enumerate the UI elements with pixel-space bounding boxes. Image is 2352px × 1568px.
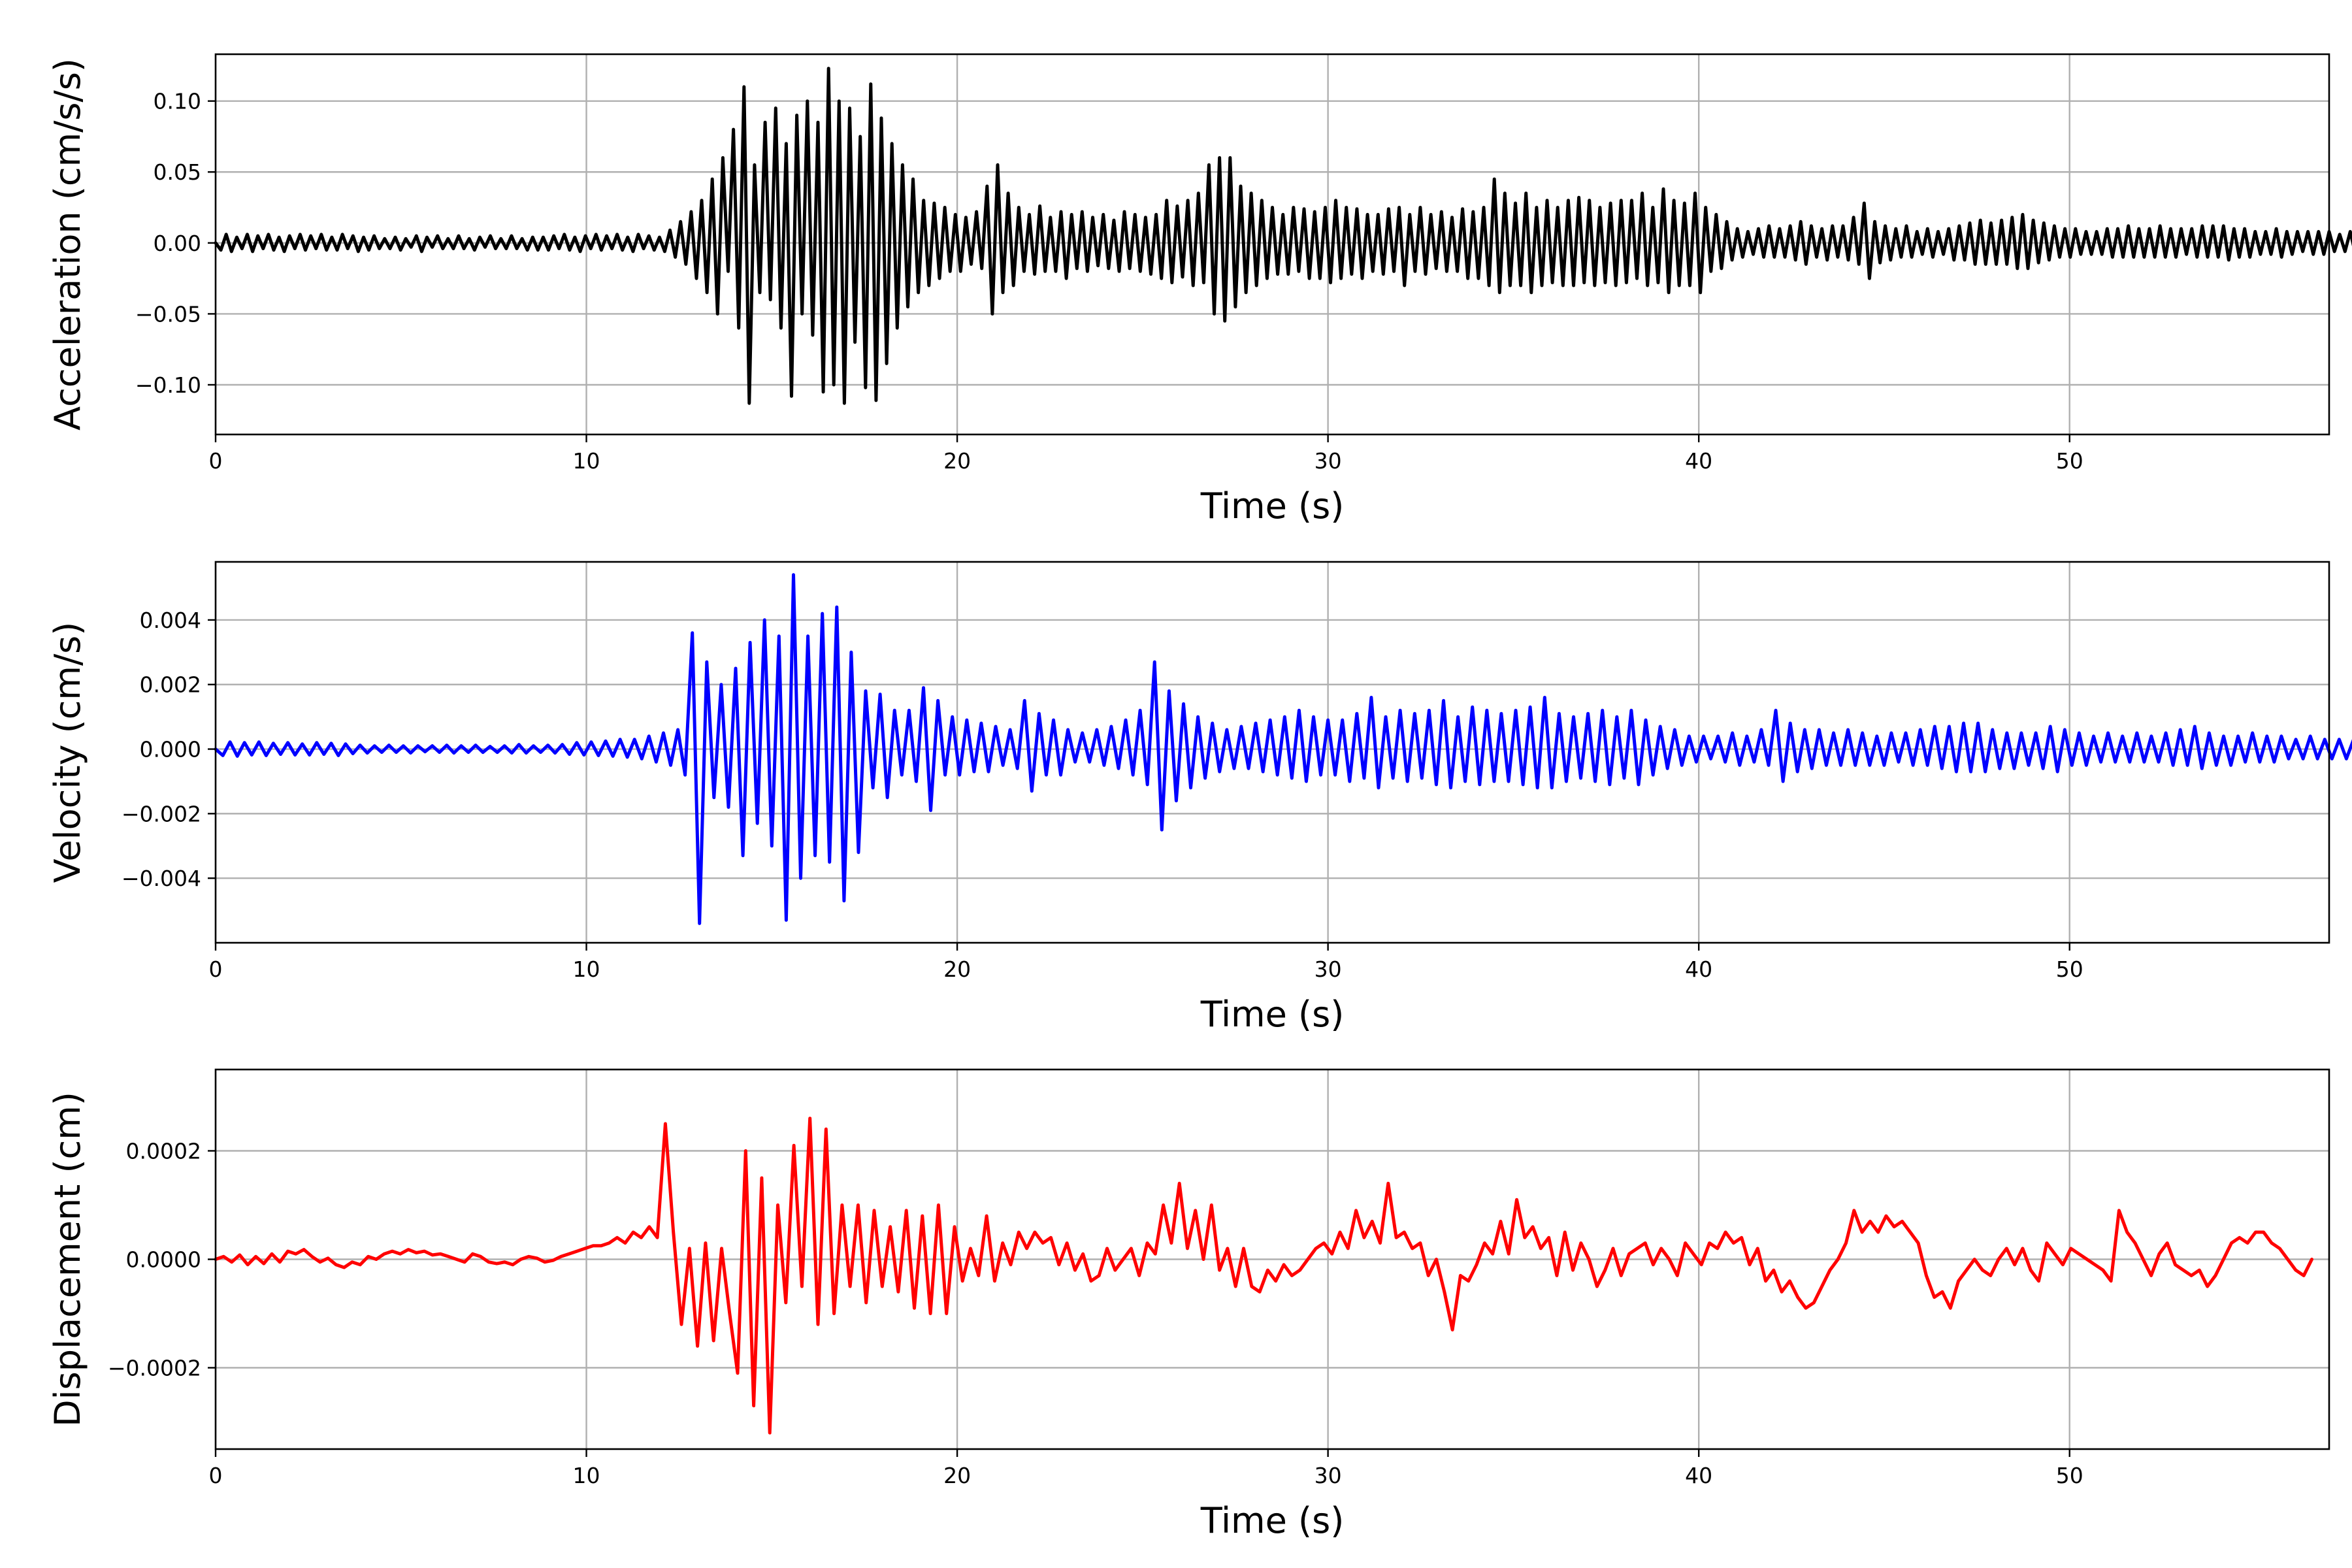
displacement-x-axis-label: Time (s): [1200, 1500, 1345, 1541]
x-tick-label: 20: [943, 956, 971, 982]
x-tick-label: 0: [209, 956, 223, 982]
velocity-panel: 0 10 20 30 40 50 −0.004 −0.002 0.000 0.002 0.004 T…: [47, 561, 2352, 1035]
displacement-gridlines: [216, 1070, 2329, 1449]
y-tick-label: 0.002: [140, 672, 201, 698]
velocity-gridlines: [216, 562, 2329, 943]
displacement-ticks: 0 10 20 30 40 50 −0.0002 0.0000 0.0002: [108, 1139, 2083, 1489]
acceleration-panel: 0 10 20 30 40 50 −0.10 −0.05 0.00 0.05 0.10 Time (…: [47, 53, 2352, 527]
x-tick-label: 40: [1685, 956, 1712, 982]
acceleration-y-axis-label: Acceleration (cm/s/s): [47, 58, 88, 431]
y-tick-label: 0.05: [154, 159, 201, 185]
x-tick-label: 0: [209, 448, 223, 474]
y-tick-label: −0.10: [135, 372, 201, 398]
x-tick-label: 30: [1315, 956, 1342, 982]
y-tick-label: −0.004: [122, 866, 201, 891]
velocity-ticks: 0 10 20 30 40 50 −0.004 −0.002 0.000 0.002 0.004: [122, 608, 2083, 982]
x-tick-label: 50: [2056, 1463, 2083, 1488]
acceleration-plot-frame: [214, 53, 2330, 436]
x-tick-label: 30: [1315, 448, 1342, 474]
y-tick-label: 0.000: [140, 737, 201, 762]
y-tick-label: 0.10: [154, 89, 201, 114]
y-tick-label: −0.0002: [108, 1356, 201, 1381]
y-tick-label: −0.05: [135, 301, 201, 327]
acceleration-x-axis-label: Time (s): [1200, 485, 1345, 527]
velocity-plot-frame: [214, 561, 2330, 944]
x-tick-label: 0: [209, 1463, 223, 1488]
y-tick-label: 0.0000: [126, 1247, 201, 1273]
x-tick-label: 30: [1315, 1463, 1342, 1488]
x-tick-label: 10: [573, 1463, 600, 1488]
x-tick-label: 50: [2056, 956, 2083, 982]
velocity-x-axis-label: Time (s): [1200, 994, 1345, 1035]
x-tick-label: 20: [943, 448, 971, 474]
x-tick-label: 50: [2056, 448, 2083, 474]
displacement-trace: [214, 1117, 2313, 1435]
acceleration-ticks: 0 10 20 30 40 50 −0.10 −0.05 0.00 0.05 0.10: [135, 89, 2083, 474]
acceleration-trace: [214, 67, 2352, 405]
y-tick-label: 0.004: [140, 608, 201, 633]
displacement-y-axis-label: Displacement (cm): [47, 1092, 88, 1427]
x-tick-label: 40: [1685, 448, 1712, 474]
y-tick-label: 0.0002: [126, 1139, 201, 1164]
x-tick-label: 10: [573, 448, 600, 474]
x-tick-label: 40: [1685, 1463, 1712, 1488]
velocity-y-axis-label: Velocity (cm/s): [47, 622, 88, 883]
y-tick-label: −0.002: [122, 801, 201, 826]
x-tick-label: 10: [573, 956, 600, 982]
y-tick-label: 0.00: [154, 231, 201, 256]
x-tick-label: 20: [943, 1463, 971, 1488]
velocity-trace: [214, 573, 2352, 925]
